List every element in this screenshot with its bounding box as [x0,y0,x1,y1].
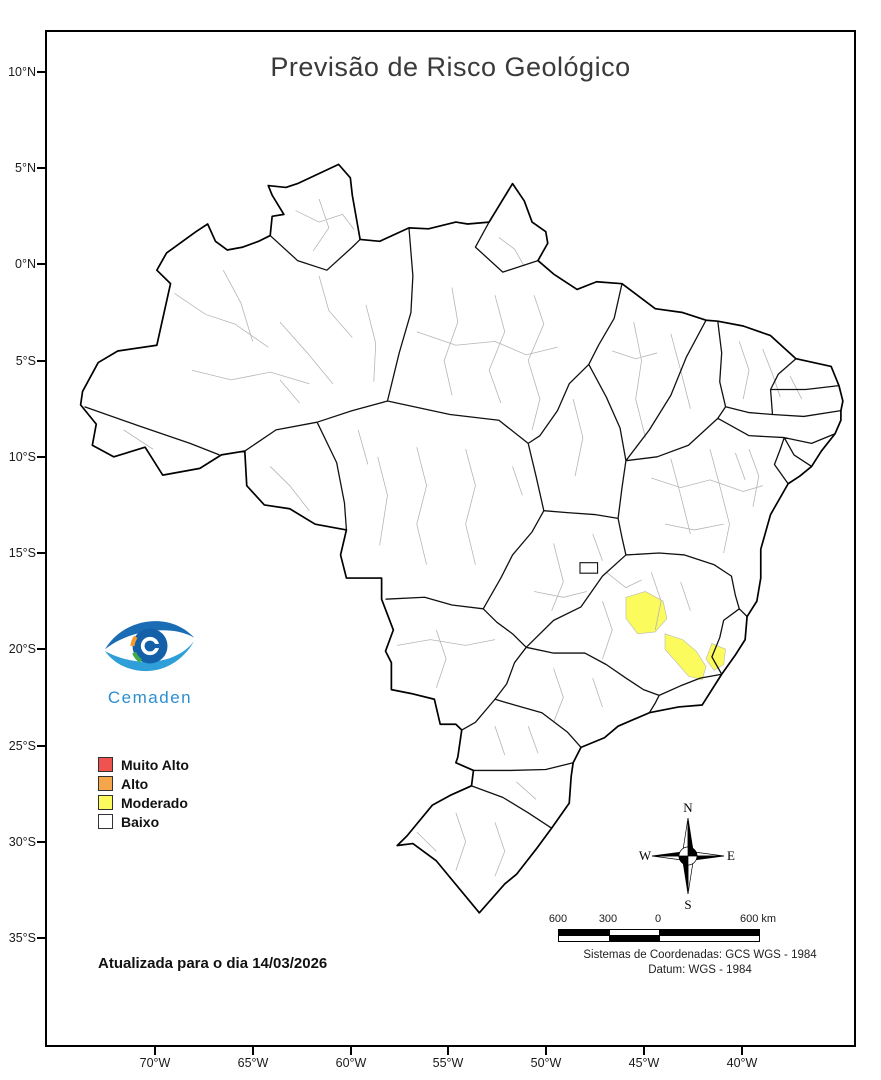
latitude-tick [37,263,45,265]
compass-n-label: N [683,800,693,815]
longitude-label: 65°W [237,1056,269,1070]
latitude-label: 5°S [15,354,36,368]
map-frame [45,30,856,1047]
longitude-label: 40°W [726,1056,758,1070]
state-boundaries-layer [85,222,841,828]
longitude-tick [252,1047,254,1055]
scale-segment [559,930,609,935]
latitude-tick [37,745,45,747]
page-title: Previsão de Risco Geológico [270,52,631,82]
latitude-label: 25°S [8,739,36,753]
cemaden-logo: Cemaden [93,606,207,708]
latitude-label: 35°S [8,931,36,945]
legend-swatch-baixo [98,814,113,829]
scale-segment [659,936,759,941]
scale-segment [559,936,609,941]
scale-segment [659,930,759,935]
latitude-tick [37,841,45,843]
scale-label-600-km: 600 km [739,913,777,925]
scale-label-0: 0 [654,913,662,925]
longitude-tick [447,1047,449,1055]
longitude-label: 70°W [139,1056,171,1070]
longitude-tick [741,1047,743,1055]
legend-swatch-alto [98,776,113,791]
scale-label-300: 300 [598,913,618,925]
latitude-tick [37,360,45,362]
df-square [580,563,598,574]
legend-swatch-muito-alto [98,757,113,772]
municipal-boundaries-layer [124,199,802,876]
scale-bar-graphic [558,929,760,942]
longitude-tick [154,1047,156,1055]
coordinate-system-note: Sistemas de Coordenadas: GCS WGS - 1984 … [540,948,860,978]
brazil-map-svg [47,32,854,1045]
longitude-label: 50°W [530,1056,562,1070]
longitude-tick [643,1047,645,1055]
legend-label-alto: Alto [121,775,149,792]
crs-line: Sistemas de Coordenadas: GCS WGS - 1984 [583,949,817,961]
legend-item-alto: Alto [98,774,189,793]
latitude-label: 30°S [8,835,36,849]
latitude-label: 20°S [8,642,36,656]
compass-e-label: E [727,848,735,863]
latitude-label: 0°N [15,257,36,271]
compass-rose: N S E W [638,798,738,914]
legend-item-baixo: Baixo [98,812,189,831]
longitude-label: 45°W [628,1056,660,1070]
latitude-label: 15°S [8,546,36,560]
datum-line: Datum: WGS - 1984 [648,964,752,976]
latitude-tick [37,937,45,939]
scale-segment [609,936,659,941]
legend-item-muito-alto: Muito Alto [98,755,189,774]
cemaden-logo-text: Cemaden [107,688,193,707]
longitude-label: 60°W [335,1056,367,1070]
longitude-label: 55°W [432,1056,464,1070]
legend-swatch-moderado [98,795,113,810]
cemaden-eye-icon [105,621,195,672]
scale-segment [609,930,659,935]
latitude-label: 10°N [8,65,36,79]
latitude-tick [37,71,45,73]
compass-w-label: W [639,848,652,863]
legend-label-baixo: Baixo [121,813,160,830]
latitude-label: 5°N [15,161,36,175]
updated-date-note: Atualizada para o dia 14/03/2026 [98,955,328,972]
north-arrow-icon: N S E W [639,800,735,912]
brazil-coastline [81,164,843,912]
risk-legend: Muito Alto Alto Moderado Baixo [98,755,189,831]
legend-item-moderado: Moderado [98,793,189,812]
latitude-tick [37,648,45,650]
latitude-tick [37,167,45,169]
longitude-tick [545,1047,547,1055]
latitude-label: 10°S [8,450,36,464]
longitude-tick [350,1047,352,1055]
scale-bar: 600 300 0 600 km [549,913,782,945]
legend-label-muito-alto: Muito Alto [121,756,189,773]
legend-label-moderado: Moderado [121,794,188,811]
risk-area-moderado [626,592,726,681]
latitude-tick [37,456,45,458]
compass-s-label: S [684,897,691,912]
scale-label-600-left: 600 [548,913,568,925]
latitude-tick [37,552,45,554]
